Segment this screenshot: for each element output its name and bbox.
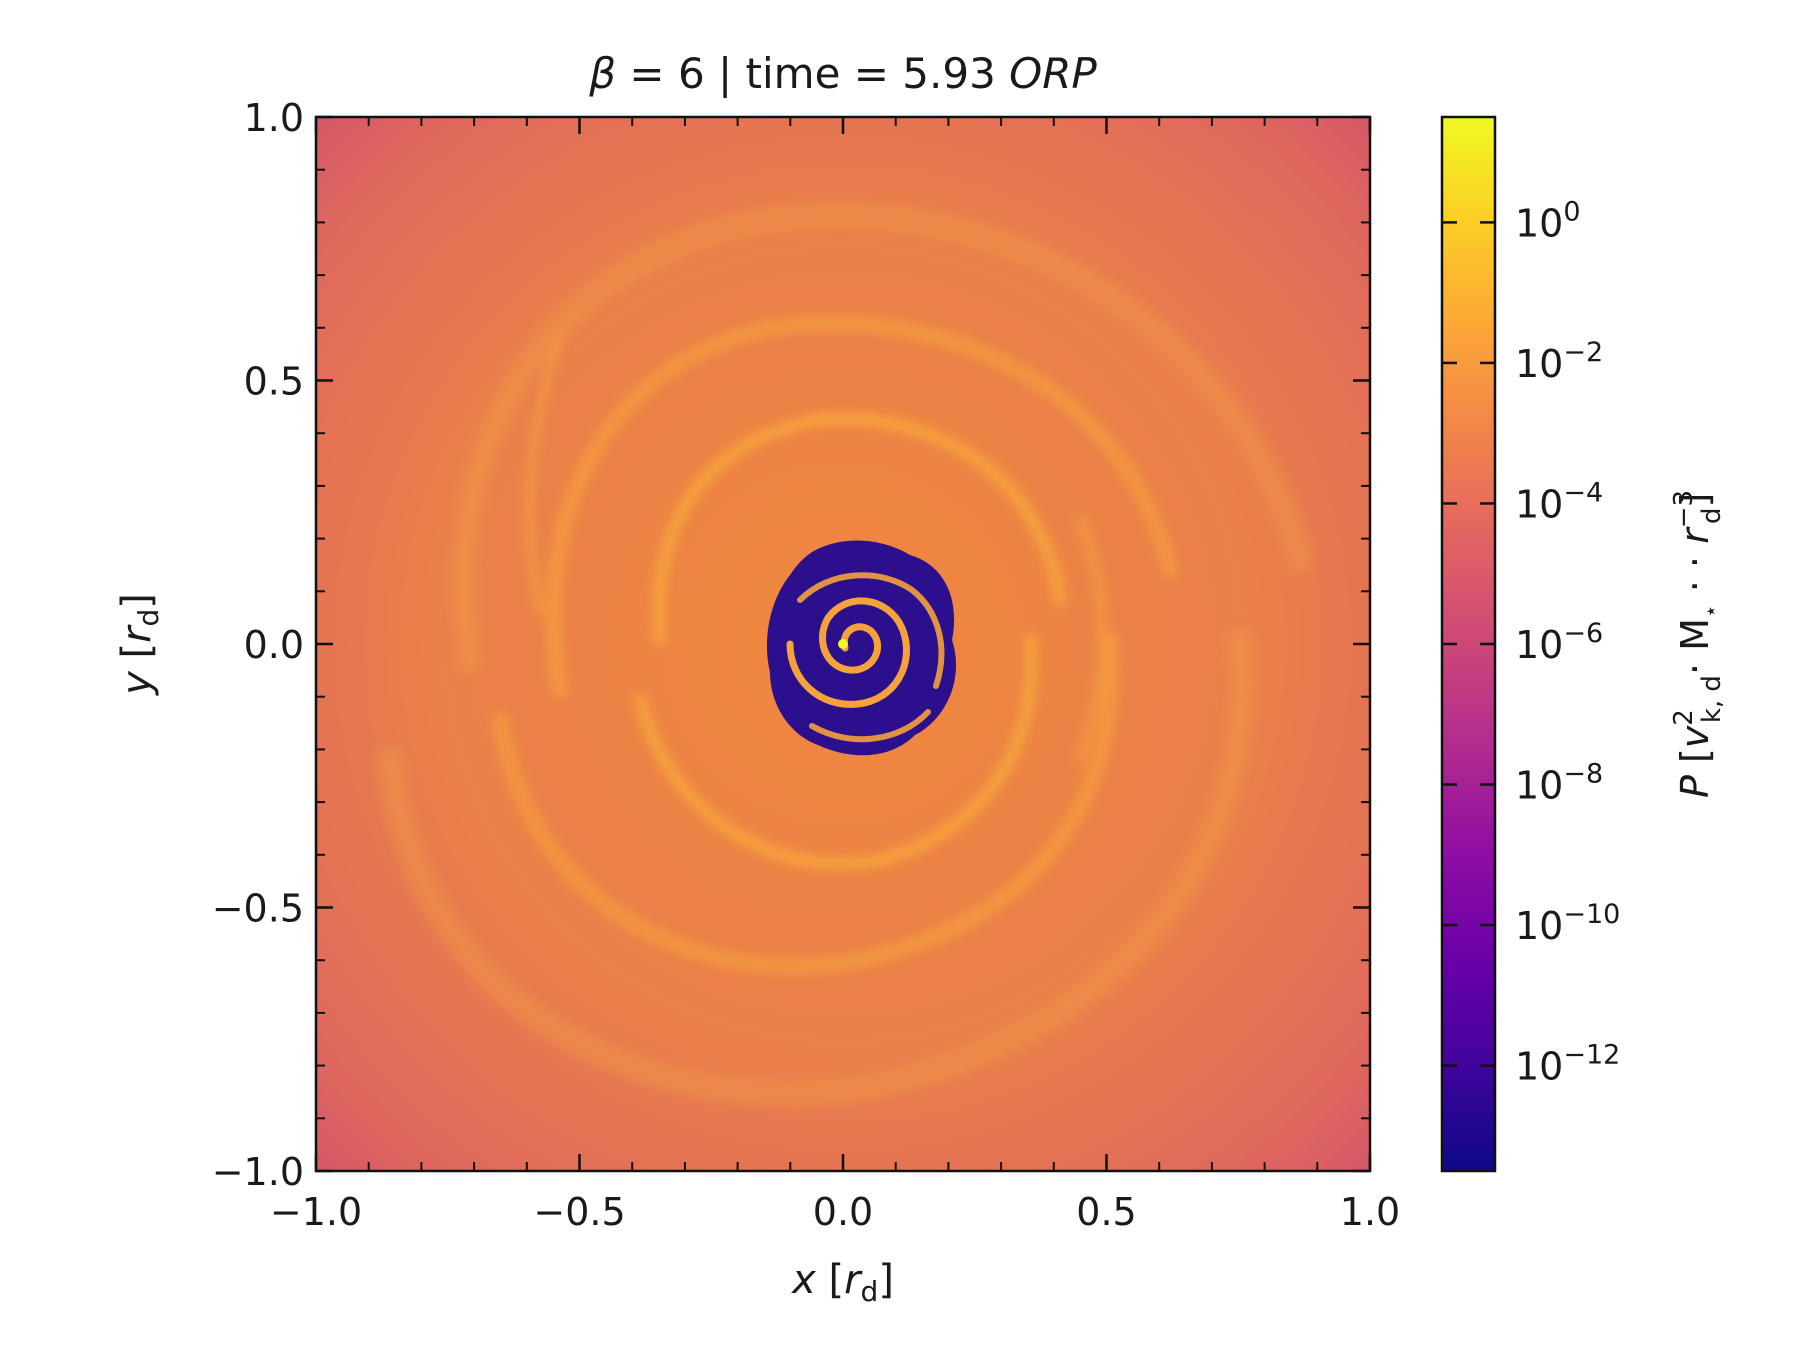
y-tick-label: 0.0 — [244, 623, 304, 667]
colorbar-tick-label: 10−12 — [1515, 1040, 1620, 1089]
pressure-heatmap — [316, 117, 1370, 1171]
y-tick-label: 1.0 — [244, 96, 304, 140]
cavity-region — [766, 540, 957, 756]
x-tick-label: −0.5 — [533, 1190, 625, 1234]
central-star — [838, 639, 848, 649]
colorbar-tick-label: 10−8 — [1515, 759, 1603, 808]
colorbar-label: P [v2k, d· M⋆ · · r−3d] — [1669, 490, 1727, 798]
plot-axes: −1.0 −0.5 0.0 0.5 1.0 −1.0 −0.5 0.0 0.5 1.0 — [212, 96, 1401, 1234]
colorbar-ticks: 100 10−2 10−4 10−6 10−8 10−10 10−12 — [1442, 196, 1620, 1089]
y-tick-label: 0.5 — [244, 360, 304, 404]
chart-title: β = 6 | time = 5.93 ORP — [588, 49, 1097, 98]
x-tick-label: 0.0 — [813, 1190, 873, 1234]
colorbar-tick-label: 10−10 — [1515, 899, 1620, 948]
colorbar-tick-label: 10−4 — [1515, 477, 1603, 526]
colorbar-tick-label: 10−2 — [1515, 337, 1603, 386]
y-axis-title: y [rd] — [114, 593, 165, 696]
x-tick-label: 0.5 — [1076, 1190, 1136, 1234]
y-tick-label: −0.5 — [212, 887, 304, 931]
y-tick-label: −1.0 — [212, 1150, 304, 1194]
x-axis-title: x [rd] — [790, 1257, 894, 1308]
colorbar-tick-label: 100 — [1515, 196, 1581, 245]
x-tick-label: 1.0 — [1340, 1190, 1400, 1234]
x-tick-label: −1.0 — [270, 1190, 362, 1234]
colorbar-tick-label: 10−6 — [1515, 618, 1603, 667]
